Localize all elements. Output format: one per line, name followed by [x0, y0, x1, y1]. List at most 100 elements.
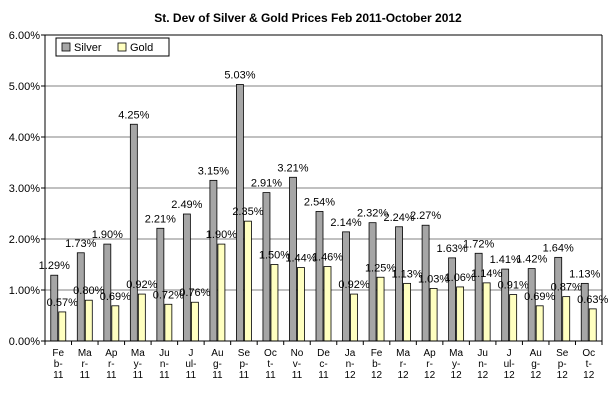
silver-data-label: 2.32%	[357, 208, 388, 220]
x-tick-label: r-	[400, 359, 407, 370]
gold-data-label: 0.57%	[47, 297, 78, 309]
x-tick-label: v-	[293, 359, 301, 370]
x-tick-label: Ma	[396, 348, 410, 359]
x-tick-label: Fe	[52, 348, 64, 359]
gold-data-label: 2.35%	[232, 206, 263, 218]
x-tick-label: 11	[106, 370, 117, 381]
silver-bar	[156, 227, 165, 342]
gold-data-label: 1.44%	[285, 253, 316, 265]
silver-data-label: 3.21%	[277, 162, 308, 174]
gold-data-label: 1.50%	[259, 250, 290, 262]
gold-bar	[376, 276, 385, 342]
x-tick-label: 12	[398, 370, 410, 381]
silver-data-label: 1.63%	[437, 243, 468, 255]
x-tick-label: g-	[213, 359, 222, 370]
x-tick-label: 12	[451, 370, 463, 381]
gold-data-label: 1.03%	[418, 273, 449, 285]
x-tick-label: b-	[54, 359, 63, 370]
silver-bar	[395, 226, 403, 342]
silver-legend-label: Silver	[74, 42, 102, 54]
x-tick-label: 11	[239, 370, 250, 381]
gold-bar	[562, 296, 571, 342]
gold-bar	[588, 308, 597, 342]
x-tick-label: 11	[159, 370, 170, 381]
x-tick-label: Ju	[159, 348, 170, 359]
x-tick-label: Ma	[449, 348, 463, 359]
silver-data-label: 1.73%	[65, 238, 96, 250]
x-tick-label: 11	[265, 370, 276, 381]
x-tick-label: J	[507, 348, 512, 359]
silver-data-label: 2.91%	[251, 178, 282, 190]
x-tick-label: 11	[133, 370, 144, 381]
gold-bar	[137, 293, 146, 342]
x-tick-label: 11	[53, 370, 64, 381]
x-tick-label: Ju	[477, 348, 488, 359]
x-tick-label: Se	[238, 348, 251, 359]
x-tick-label: 11	[212, 370, 223, 381]
gold-bar	[509, 294, 518, 342]
gold-data-label: 1.14%	[471, 268, 502, 280]
legend-box	[55, 37, 170, 57]
x-tick-label: No	[291, 348, 304, 359]
gold-legend-swatch	[117, 42, 127, 52]
x-tick-label: Ja	[345, 348, 356, 359]
gold-bar	[244, 220, 252, 342]
x-tick-label: 12	[530, 370, 542, 381]
gold-bar	[84, 299, 93, 342]
x-tick-label: g-	[531, 359, 540, 370]
silver-data-label: 1.64%	[543, 242, 574, 254]
gold-bar	[297, 267, 305, 342]
y-tick-label: 6.00%	[9, 30, 40, 42]
gold-bar	[456, 286, 465, 342]
gold-bar	[429, 288, 438, 342]
x-tick-label: 12	[344, 370, 356, 381]
gold-bar	[403, 282, 411, 342]
silver-data-label: 1.29%	[39, 260, 70, 272]
silver-data-label: 5.03%	[224, 69, 255, 81]
x-tick-label: 12	[583, 370, 595, 381]
gold-bar	[58, 311, 67, 342]
x-tick-label: De	[317, 348, 330, 359]
bars	[50, 84, 597, 342]
x-tick-label: n-	[160, 359, 169, 370]
silver-bar	[129, 123, 138, 342]
silver-data-label: 1.41%	[490, 254, 521, 266]
silver-bar	[580, 282, 589, 342]
silver-data-label: 4.25%	[118, 109, 149, 121]
gold-data-label: 0.72%	[153, 289, 184, 301]
x-tick-label: Se	[556, 348, 569, 359]
gold-bar	[350, 293, 358, 342]
gold-bar	[323, 266, 332, 342]
x-tick-label: r-	[426, 359, 433, 370]
silver-data-label: 2.49%	[171, 199, 202, 211]
x-tick-label: ul-	[185, 359, 196, 370]
x-tick-label: 12	[371, 370, 383, 381]
gold-data-label: 0.69%	[100, 291, 131, 303]
silver-bar	[474, 252, 483, 342]
silver-data-label: 2.21%	[145, 213, 176, 225]
x-tick-label: 12	[504, 370, 516, 381]
x-tick-label: n-	[478, 359, 487, 370]
x-tick-label: y-	[134, 359, 142, 370]
x-tick-label: Au	[211, 348, 223, 359]
x-tick-label: p-	[558, 359, 567, 370]
silver-data-label: 2.54%	[304, 196, 335, 208]
gold-legend-label: Gold	[130, 42, 153, 54]
silver-bar	[262, 192, 271, 342]
x-tick-label: p-	[239, 359, 248, 370]
gold-bar	[190, 301, 199, 342]
x-tick-label: t-	[586, 359, 592, 370]
x-tick-label: 12	[477, 370, 489, 381]
x-tick-label: 11	[186, 370, 197, 381]
chart-title: St. Dev of Silver & Gold Prices Feb 2011…	[154, 11, 462, 25]
gold-data-label: 1.25%	[365, 262, 396, 274]
silver-data-label: 1.13%	[569, 268, 600, 280]
x-tick-label: t-	[267, 359, 273, 370]
silver-data-label: 2.27%	[410, 210, 441, 222]
x-tick-label: 12	[424, 370, 436, 381]
x-tick-label: 12	[557, 370, 569, 381]
x-tick-label: c-	[319, 359, 327, 370]
y-tick-label: 3.00%	[9, 183, 40, 195]
gold-data-label: 1.90%	[206, 229, 237, 241]
